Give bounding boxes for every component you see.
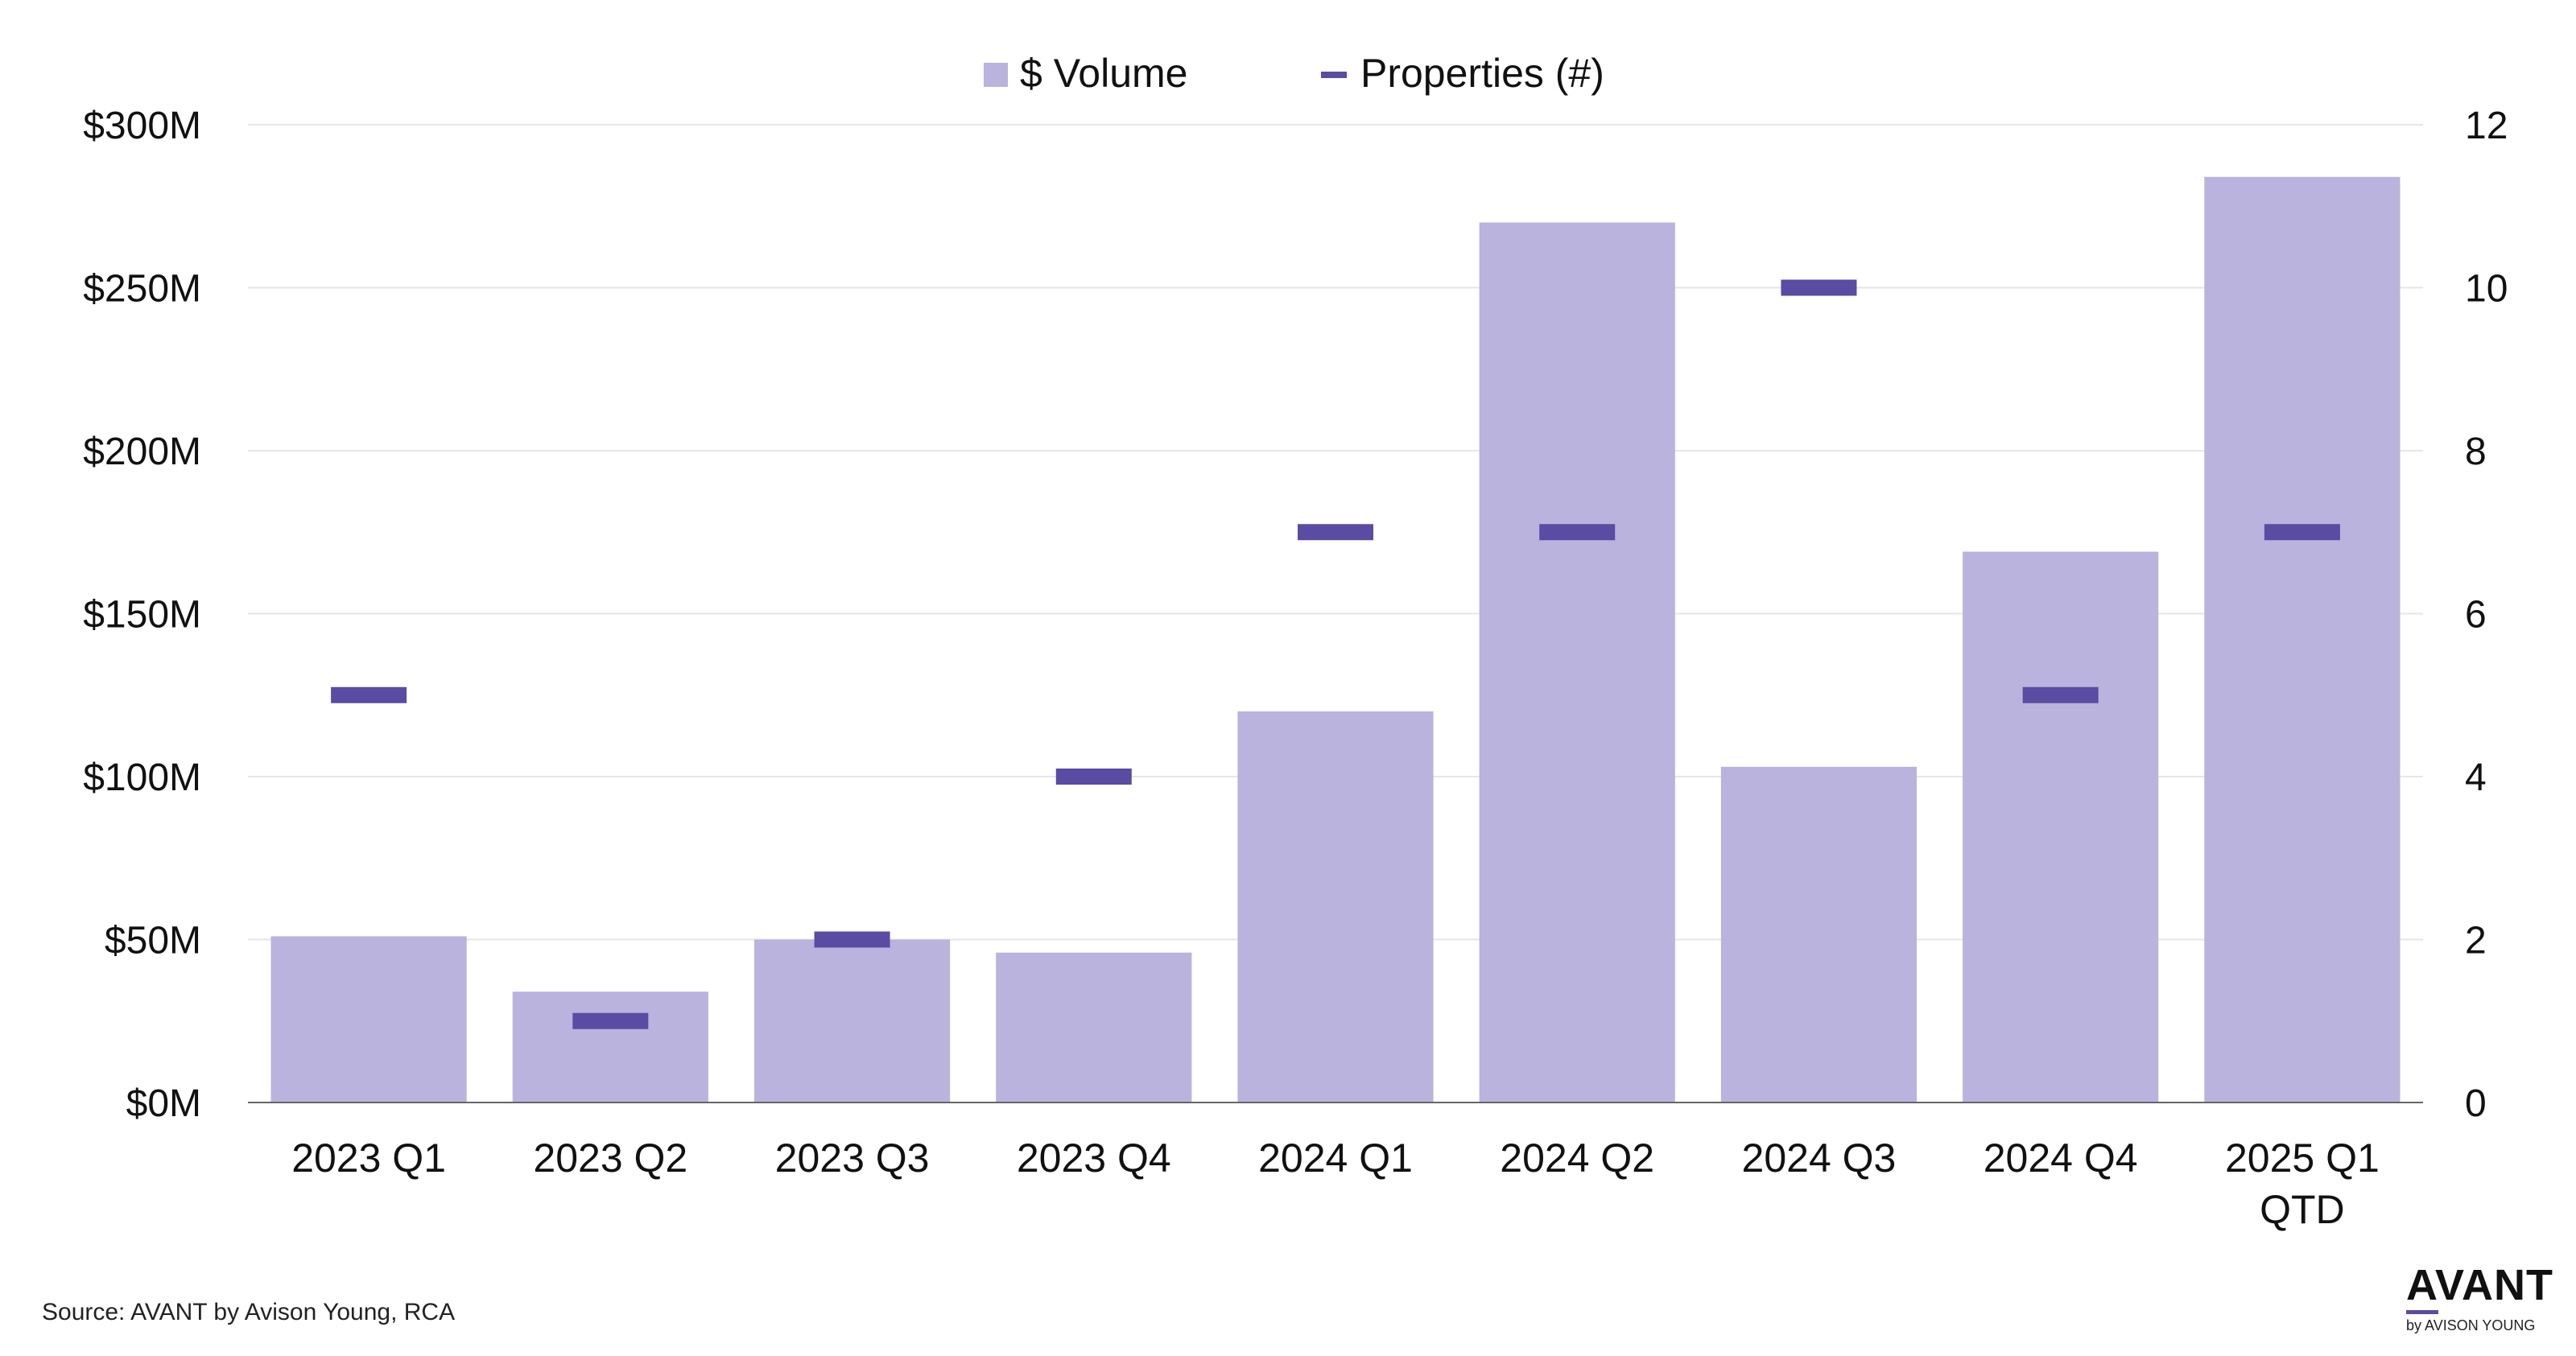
y-left-tick-label: $300M — [83, 105, 201, 147]
volume-bar — [1720, 766, 1918, 1103]
logo-accent-line — [2406, 1310, 2439, 1314]
volume-bar — [996, 952, 1192, 1103]
y-left-tick-label: $150M — [83, 594, 201, 637]
y-right-tick-label: 4 — [2465, 756, 2487, 799]
y-right-tick-label: 2 — [2465, 920, 2487, 962]
y-right-tick-label: 12 — [2465, 105, 2508, 147]
volume-bar — [1237, 711, 1434, 1103]
legend-swatch-volume — [984, 63, 1008, 87]
properties-marker — [814, 931, 890, 948]
x-tick-label: 2023 Q2 — [533, 1135, 687, 1181]
x-tick-label: 2024 Q3 — [1742, 1135, 1897, 1181]
volume-bar — [1479, 222, 1675, 1103]
x-tick-label: 2024 Q1 — [1258, 1135, 1413, 1181]
volume-bar — [753, 939, 951, 1103]
x-tick-label: 2023 Q4 — [1017, 1135, 1171, 1181]
x-tick-label: 2025 Q1 QTD — [2225, 1135, 2380, 1232]
properties-marker — [2264, 524, 2340, 541]
properties-marker — [1055, 769, 1132, 785]
source-note: Source: AVANT by Avison Young, RCA — [42, 1299, 456, 1325]
y-right-tick-label: 10 — [2465, 268, 2508, 311]
logo-subtitle: by AVISON YOUNG — [2406, 1317, 2536, 1333]
y-right-tick-label: 0 — [2465, 1082, 2487, 1125]
y-left-tick-label: $50M — [105, 920, 201, 962]
x-tick-label: 2023 Q1 — [291, 1135, 446, 1181]
y-left-tick-label: $100M — [83, 756, 201, 799]
property-markers — [331, 279, 2340, 1029]
y-right-tick-label: 8 — [2465, 431, 2487, 473]
y-left-tick-label: $200M — [83, 431, 201, 473]
y-left-tick-label: $0M — [126, 1082, 201, 1125]
x-tick-label: 2024 Q4 — [1984, 1135, 2138, 1181]
avant-logo: AVANT by AVISON YOUNG — [2406, 1263, 2553, 1334]
y-left-tick-label: $250M — [83, 268, 201, 311]
legend-label-volume: $ Volume — [1020, 51, 1187, 96]
properties-marker — [1781, 279, 1857, 296]
y-right-tick-label: 6 — [2465, 594, 2487, 637]
volume-bar — [2204, 176, 2401, 1103]
x-tick-label: 2023 Q3 — [775, 1135, 930, 1181]
volume-bars — [270, 176, 2401, 1103]
properties-marker — [1298, 524, 1373, 541]
axes: $0M 0 $50M 2 $100M 4 $150M 6 $200M 8 $250M 10 $300M 1… — [83, 105, 2508, 1232]
logo-wordmark: AVANT — [2406, 1261, 2553, 1309]
legend-swatch-properties — [1321, 72, 1347, 78]
legend-label-properties: Properties (#) — [1360, 51, 1604, 96]
properties-marker — [331, 686, 407, 703]
properties-marker — [1539, 524, 1616, 541]
volume-bar — [512, 991, 708, 1103]
legend: $ Volume Properties (#) — [984, 51, 1604, 96]
x-tick-label: 2024 Q2 — [1500, 1135, 1654, 1181]
volume-bar — [270, 936, 467, 1103]
properties-marker — [2022, 686, 2099, 703]
volume-bar — [1963, 551, 2159, 1103]
properties-marker — [572, 1012, 649, 1029]
